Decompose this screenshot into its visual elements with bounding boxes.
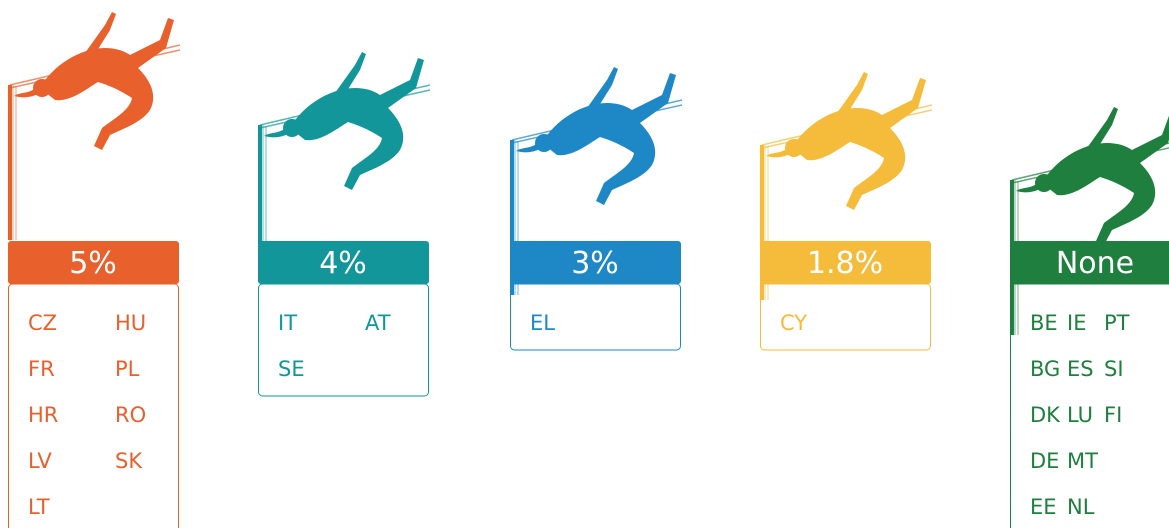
country-code: IT bbox=[278, 311, 297, 335]
header-label: 5% bbox=[69, 246, 117, 281]
country-code: PL bbox=[115, 357, 140, 381]
country-code: NL bbox=[1067, 495, 1095, 519]
header-label: 1.8% bbox=[807, 246, 883, 281]
country-code: BE bbox=[1030, 311, 1058, 335]
country-code: LU bbox=[1067, 403, 1093, 427]
country-code: FI bbox=[1104, 403, 1122, 427]
country-code: CY bbox=[780, 311, 807, 335]
country-code: CZ bbox=[28, 311, 57, 335]
country-code: EL bbox=[530, 311, 555, 335]
header-label: None bbox=[1056, 246, 1134, 281]
country-code: BG bbox=[1030, 357, 1060, 381]
country-code: MT bbox=[1067, 449, 1098, 473]
country-code: ES bbox=[1067, 357, 1094, 381]
country-code: SI bbox=[1104, 357, 1124, 381]
country-code: AT bbox=[365, 311, 391, 335]
group: 5% CZ HU FR PL HR RO LV SK LT bbox=[8, 12, 180, 528]
jumper-icon bbox=[10, 12, 180, 240]
country-code: SE bbox=[278, 357, 305, 381]
country-code: RO bbox=[115, 403, 146, 427]
header-label: 3% bbox=[571, 246, 619, 281]
group: 4% IT AT SE bbox=[258, 52, 430, 396]
header-label: 4% bbox=[319, 246, 367, 281]
group: 3% EL bbox=[510, 67, 682, 350]
country-code: IE bbox=[1067, 311, 1086, 335]
country-code: HU bbox=[115, 311, 146, 335]
group: 1.8% CY bbox=[760, 72, 932, 350]
country-code: SK bbox=[115, 449, 143, 473]
country-code: LV bbox=[28, 449, 52, 473]
country-code: PT bbox=[1104, 311, 1130, 335]
country-code: EE bbox=[1030, 495, 1057, 519]
country-code: DK bbox=[1030, 403, 1061, 427]
country-code: HR bbox=[28, 403, 58, 427]
country-code: LT bbox=[28, 495, 50, 519]
country-code: FR bbox=[28, 357, 55, 381]
jumper-icon bbox=[1012, 107, 1169, 335]
country-code: DE bbox=[1030, 449, 1059, 473]
infographic: 5% CZ HU FR PL HR RO LV SK LT 4% IT AT SE 3% EL 1.8% CY No… bbox=[0, 0, 1169, 528]
